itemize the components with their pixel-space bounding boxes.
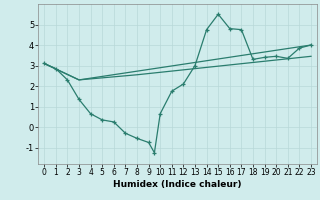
X-axis label: Humidex (Indice chaleur): Humidex (Indice chaleur) [113,180,242,189]
